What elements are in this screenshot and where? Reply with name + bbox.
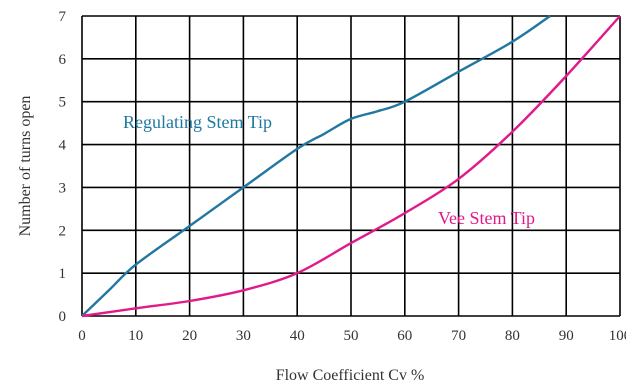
grid [81, 15, 621, 317]
y-tick-label: 4 [59, 138, 67, 154]
regulating-stem-tip-line [81, 15, 551, 317]
x-tick-label: 20 [182, 328, 197, 344]
x-axis-label: Flow Coefficient Cv % [276, 367, 425, 384]
x-tick-label: 80 [505, 328, 520, 344]
x-tick-label: 30 [236, 328, 251, 344]
x-tick-label: 100 [609, 328, 626, 344]
y-tick-label: 0 [59, 309, 67, 325]
x-tick-label: 0 [78, 328, 86, 344]
x-tick-label: 70 [451, 328, 466, 344]
tick-labels: 0 10 20 30 40 50 60 70 80 90 100 0 1 2 3 4 5 6 7 [59, 9, 626, 344]
vee-stem-tip-line [81, 15, 621, 318]
series-lines [81, 15, 621, 318]
x-tick-label: 50 [344, 328, 359, 344]
y-tick-label: 5 [59, 95, 67, 111]
x-tick-label: 90 [559, 328, 574, 344]
y-axis-label: Number of turns open [17, 96, 34, 237]
x-tick-label: 60 [397, 328, 412, 344]
y-tick-label: 3 [59, 180, 67, 196]
series-labels: Regulating Stem Tip Vee Stem Tip [123, 112, 535, 228]
x-tick-label: 10 [128, 328, 143, 344]
regulating-stem-tip-label: Regulating Stem Tip [123, 112, 272, 132]
y-tick-label: 6 [59, 52, 67, 68]
vee-stem-tip-label: Vee Stem Tip [438, 208, 535, 228]
y-tick-label: 1 [59, 266, 67, 282]
y-tick-label: 2 [59, 223, 67, 239]
y-tick-label: 7 [59, 9, 67, 25]
x-tick-label: 40 [290, 328, 305, 344]
